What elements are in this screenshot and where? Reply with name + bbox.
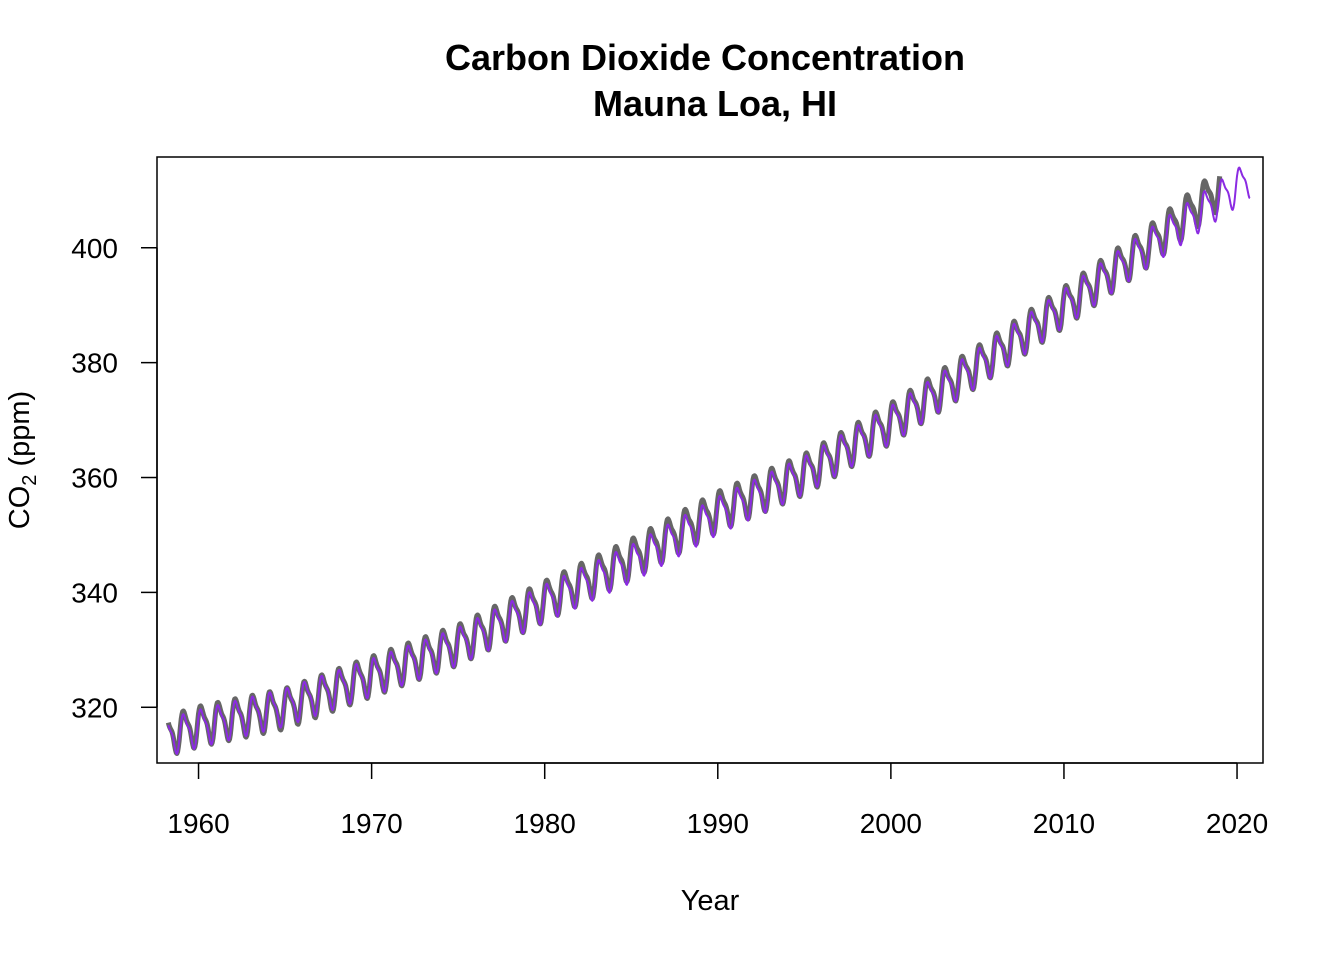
x-tick-label: 2020 [1206,808,1268,839]
x-axis-title: Year [681,885,740,917]
y-tick-label: 360 [71,463,118,494]
x-tick-label: 1960 [167,808,229,839]
series-line-1 [165,176,1223,756]
x-tick-label: 1990 [687,808,749,839]
x-tick-label: 1980 [514,808,576,839]
chart-subtitle: Mauna Loa, HI [593,83,837,124]
series-line-2 [167,166,1251,755]
y-axis-title-suffix: (ppm) [4,391,36,475]
series-layer [165,166,1251,756]
y-tick-label: 340 [71,577,118,608]
x-tick-label: 2010 [1033,808,1095,839]
chart-title: Carbon Dioxide Concentration [445,37,965,78]
y-tick-label: 400 [71,233,118,264]
y-tick-label: 320 [71,692,118,723]
plot-frame [156,156,1264,764]
y-axis-title-subscript: 2 [19,475,41,486]
x-axis: 1960 1970 1980 1990 2000 2010 2020 [167,762,1268,839]
x-tick-label: 1970 [340,808,402,839]
y-tick-label: 380 [71,348,118,379]
x-tick-label: 2000 [860,808,922,839]
y-axis: 320 340 360 380 400 [71,233,158,723]
y-axis-title: CO2 (ppm) [4,391,41,529]
y-axis-title-prefix: CO [4,486,36,530]
